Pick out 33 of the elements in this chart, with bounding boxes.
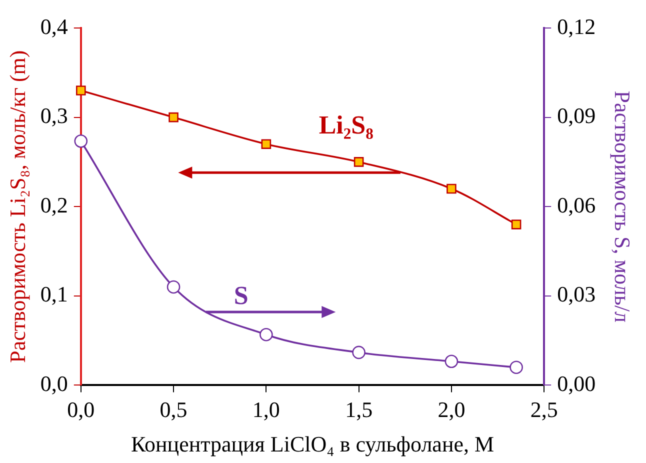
y-axis-title: Растворимость Li₂S₈, моль/кг (m)	[4, 50, 30, 363]
point	[510, 360, 523, 374]
x-tick-label: 0,0	[67, 397, 95, 422]
point	[166, 280, 180, 294]
x-tick-label: 0,5	[160, 397, 188, 422]
point	[352, 346, 366, 360]
point	[444, 354, 458, 368]
point	[446, 184, 456, 194]
point	[260, 328, 273, 342]
y2-tick-label: 0,09	[557, 103, 596, 128]
series-label: S	[234, 281, 248, 310]
y2-tick-label: 0,12	[557, 14, 596, 39]
point	[354, 157, 364, 167]
y2-tick-label: 0,00	[557, 370, 596, 396]
y2-axis-title: Растворимость S, моль/л	[610, 90, 636, 322]
y-tick-label: 0,0	[40, 370, 68, 396]
y-tick-label: 0,4	[40, 14, 68, 39]
x-tick-label: 2,0	[438, 397, 466, 422]
series-label: Li₂S₈	[318, 110, 374, 140]
y-tick-label: 0,2	[40, 192, 68, 218]
x-tick-label: 1,5	[345, 397, 373, 422]
x-tick-label: 2,5	[530, 397, 558, 422]
x-tick-label: 1,0	[252, 397, 280, 422]
point	[74, 134, 88, 148]
x-axis-title: Концентрация LiClO₄ в сульфолане, М	[130, 432, 494, 457]
point	[511, 220, 522, 230]
y-tick-label: 0,3	[40, 103, 68, 128]
point	[168, 112, 178, 122]
point	[76, 86, 86, 96]
y-tick-label: 0,1	[40, 282, 68, 307]
y2-tick-label: 0,06	[557, 192, 596, 218]
y2-tick-label: 0,03	[557, 282, 596, 307]
point	[261, 139, 272, 149]
